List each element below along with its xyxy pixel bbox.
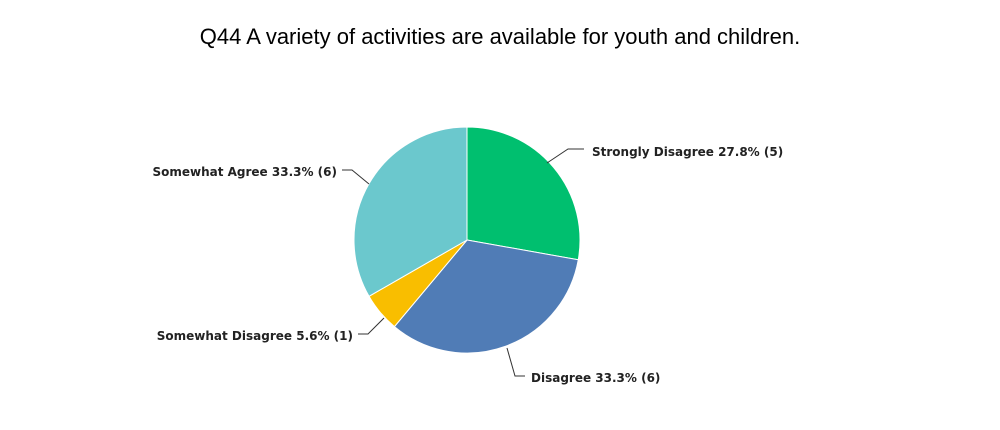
pie-slices xyxy=(353,126,581,354)
slice-label: Somewhat Agree 33.3% (6) xyxy=(152,165,337,179)
leader-lines xyxy=(342,148,584,377)
slice-label: Somewhat Disagree 5.6% (1) xyxy=(157,329,353,343)
leader-line xyxy=(546,148,584,164)
slice-label: Strongly Disagree 27.8% (5) xyxy=(592,145,783,159)
chart-title: Q44 A variety of activities are availabl… xyxy=(199,24,801,49)
pie-slice-disagree xyxy=(393,239,579,354)
leader-line xyxy=(506,347,525,377)
leader-line xyxy=(342,169,370,185)
pie-slice-strongly-disagree xyxy=(466,126,581,261)
slice-labels: Strongly Disagree 27.8% (5) Disagree 33.3… xyxy=(152,145,783,385)
pie-slice-somewhat-agree xyxy=(353,126,468,297)
slice-label: Disagree 33.3% (6) xyxy=(531,371,660,385)
leader-line xyxy=(358,317,385,335)
